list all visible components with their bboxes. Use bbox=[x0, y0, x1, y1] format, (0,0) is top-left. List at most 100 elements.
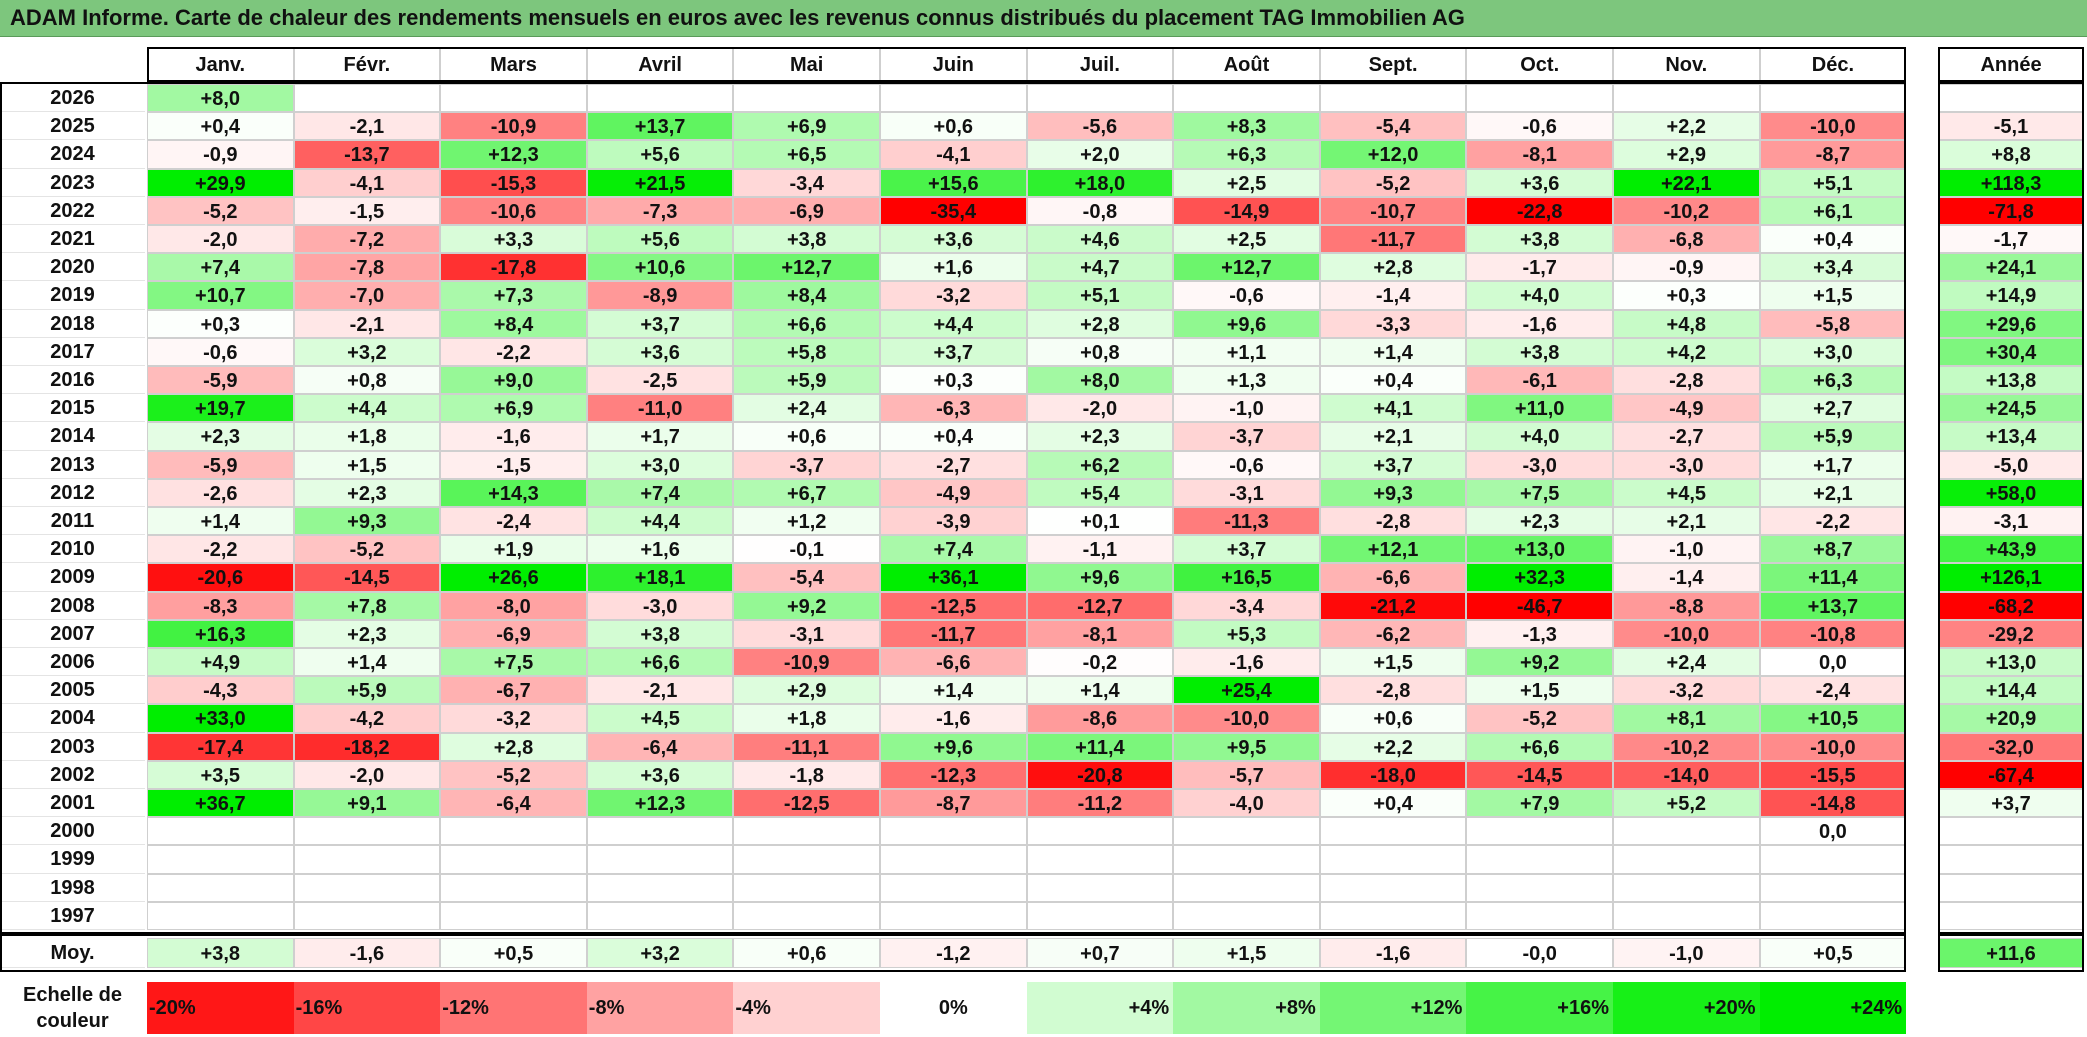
heatmap-cell bbox=[1466, 845, 1613, 874]
heatmap-cell: +0,6 bbox=[1319, 704, 1467, 733]
heatmap-cell: -0,8 bbox=[1026, 196, 1174, 225]
heatmap-cell bbox=[1319, 873, 1467, 902]
heatmap-cell: +18,0 bbox=[1026, 168, 1174, 197]
heatmap-cell: -1,0 bbox=[1613, 535, 1760, 564]
heatmap-cell: -5,2 bbox=[440, 760, 587, 789]
heatmap-cell: +36,1 bbox=[880, 563, 1027, 592]
annual-cell: -71,8 bbox=[1938, 196, 2084, 225]
heatmap-cell: -3,3 bbox=[1319, 309, 1467, 338]
heatmap-cell: +3,7 bbox=[880, 337, 1027, 366]
heatmap-cell bbox=[586, 84, 734, 113]
heatmap-cell: +8,4 bbox=[440, 309, 587, 338]
heatmap-cell: -8,3 bbox=[147, 591, 294, 620]
heatmap-cell bbox=[1319, 817, 1467, 846]
month-header: Mars bbox=[440, 47, 587, 82]
annual-cell: +14,9 bbox=[1938, 281, 2084, 310]
heatmap-cell: +4,8 bbox=[1613, 309, 1760, 338]
heatmap-cell: -3,1 bbox=[1173, 478, 1320, 507]
heatmap-cell: -0,9 bbox=[147, 140, 294, 169]
heatmap-cell: -11,7 bbox=[1319, 225, 1467, 254]
heatmap-cell: -10,0 bbox=[1173, 704, 1320, 733]
heatmap-cell: +2,8 bbox=[440, 732, 587, 761]
legend-label: Echelle de couleur bbox=[0, 982, 145, 1034]
heatmap-cell: +7,4 bbox=[586, 478, 734, 507]
year-label: 1998 bbox=[0, 873, 145, 902]
heatmap-cell: -8,1 bbox=[1026, 619, 1174, 648]
annual-cell: +24,1 bbox=[1938, 253, 2084, 282]
annual-cell: -32,0 bbox=[1938, 732, 2084, 761]
heatmap-cell: -5,2 bbox=[1466, 704, 1613, 733]
heatmap-cell: +22,1 bbox=[1613, 168, 1760, 197]
heatmap-cell: -0,9 bbox=[1613, 253, 1760, 282]
heatmap-cell: +7,4 bbox=[147, 253, 294, 282]
heatmap-cell: -2,4 bbox=[1759, 676, 1907, 705]
heatmap-cell: +13,0 bbox=[1466, 535, 1613, 564]
heatmap-cell: +21,5 bbox=[586, 168, 734, 197]
heatmap-cell: +1,2 bbox=[733, 507, 880, 536]
heatmap-cell: -1,6 bbox=[1466, 309, 1613, 338]
year-label: 2025 bbox=[0, 112, 145, 141]
heatmap-cell: -6,4 bbox=[440, 789, 587, 818]
average-cell: +3,2 bbox=[586, 938, 734, 968]
heatmap-cell: +1,4 bbox=[293, 648, 441, 677]
year-label: 2012 bbox=[0, 478, 145, 507]
heatmap-cell: -1,6 bbox=[1173, 648, 1320, 677]
heatmap-cell: +4,6 bbox=[1026, 225, 1174, 254]
heatmap-cell: -3,2 bbox=[880, 281, 1027, 310]
heatmap-cell: +5,2 bbox=[1613, 789, 1760, 818]
legend-swatch: -4% bbox=[733, 982, 880, 1034]
heatmap-cell: +7,8 bbox=[293, 591, 441, 620]
heatmap-cell: -5,4 bbox=[1319, 112, 1467, 141]
heatmap-cell: +10,6 bbox=[586, 253, 734, 282]
heatmap-cell: -15,3 bbox=[440, 168, 587, 197]
heatmap-cell: +1,5 bbox=[1759, 281, 1907, 310]
heatmap-cell: -5,9 bbox=[147, 450, 294, 479]
heatmap-cell: -3,1 bbox=[733, 619, 880, 648]
heatmap-cell: +2,1 bbox=[1319, 422, 1467, 451]
heatmap-cell: -8,7 bbox=[880, 789, 1027, 818]
heatmap-cell: +12,3 bbox=[586, 789, 734, 818]
heatmap-cell: -14,0 bbox=[1613, 760, 1760, 789]
month-header: Juil. bbox=[1026, 47, 1174, 82]
heatmap-cell bbox=[880, 84, 1027, 113]
heatmap-cell: -1,6 bbox=[880, 704, 1027, 733]
annual-cell: -29,2 bbox=[1938, 619, 2084, 648]
heatmap-cell: -5,2 bbox=[1319, 168, 1467, 197]
heatmap-cell: +8,7 bbox=[1759, 535, 1907, 564]
heatmap-cell bbox=[293, 873, 441, 902]
heatmap-cell: +33,0 bbox=[147, 704, 294, 733]
heatmap-cell: -3,0 bbox=[1466, 450, 1613, 479]
heatmap-cell: -14,9 bbox=[1173, 196, 1320, 225]
heatmap-cell: +13,7 bbox=[586, 112, 734, 141]
heatmap-cell: +6,5 bbox=[733, 140, 880, 169]
heatmap-cell: -5,2 bbox=[293, 535, 441, 564]
legend-swatch: +20% bbox=[1613, 982, 1760, 1034]
heatmap-cell bbox=[440, 817, 587, 846]
heatmap-cell: +1,8 bbox=[733, 704, 880, 733]
heatmap-cell bbox=[293, 845, 441, 874]
average-cell: +0,5 bbox=[1759, 938, 1907, 968]
heatmap-cell: -0,6 bbox=[1173, 450, 1320, 479]
legend-swatch: +16% bbox=[1466, 982, 1613, 1034]
heatmap-cell bbox=[147, 817, 294, 846]
annual-cell: +126,1 bbox=[1938, 563, 2084, 592]
heatmap-cell: -17,4 bbox=[147, 732, 294, 761]
heatmap-cell: +1,3 bbox=[1173, 366, 1320, 395]
heatmap-cell: +10,5 bbox=[1759, 704, 1907, 733]
average-annual-cell: +11,6 bbox=[1938, 938, 2084, 968]
heatmap-cell bbox=[880, 817, 1027, 846]
heatmap-cell: -1,1 bbox=[1026, 535, 1174, 564]
heatmap-cell: -3,4 bbox=[1173, 591, 1320, 620]
heatmap-cell: +7,5 bbox=[440, 648, 587, 677]
average-label: Moy. bbox=[0, 938, 145, 968]
heatmap-cell: +13,7 bbox=[1759, 591, 1907, 620]
heatmap-cell: -4,3 bbox=[147, 676, 294, 705]
heatmap-cell: -5,7 bbox=[1173, 760, 1320, 789]
heatmap-cell bbox=[1173, 845, 1320, 874]
annual-cell: +13,4 bbox=[1938, 422, 2084, 451]
heatmap-cell: +2,5 bbox=[1173, 168, 1320, 197]
average-cell: -0,0 bbox=[1466, 938, 1613, 968]
heatmap-cell bbox=[1613, 817, 1760, 846]
heatmap-cell bbox=[1319, 901, 1467, 930]
heatmap-cell: +9,2 bbox=[1466, 648, 1613, 677]
